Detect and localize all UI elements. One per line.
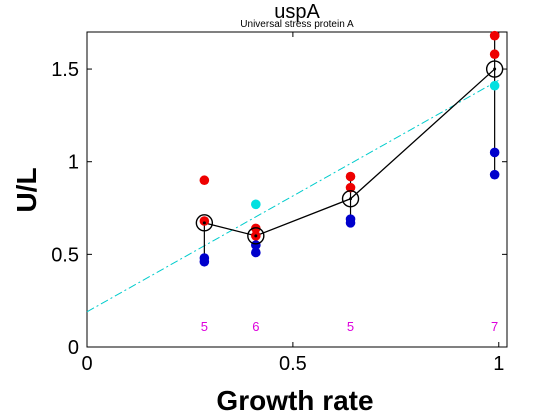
mean-marker xyxy=(247,227,265,245)
plot-area xyxy=(86,31,508,348)
blue-point xyxy=(251,240,261,250)
count-labels-layer: 5 6 5 7 xyxy=(201,319,499,334)
mean-marker xyxy=(485,60,504,78)
cyan-point xyxy=(251,199,261,210)
red-point xyxy=(489,30,500,41)
mean-line-layer xyxy=(204,68,496,237)
blue-point xyxy=(345,218,356,228)
red-point xyxy=(345,171,356,182)
chart-subtitle: Universal stress protein A xyxy=(240,19,354,30)
mean-marker xyxy=(195,214,214,232)
y-axis: 0 0.5 1 1.5 xyxy=(51,59,507,359)
count-label: 5 xyxy=(201,319,208,334)
y-tick-label: 0.5 xyxy=(51,244,79,266)
cyan-point xyxy=(489,80,500,91)
mean-marker-dot xyxy=(254,234,258,238)
x-axis: 0 0.5 1 xyxy=(81,32,504,375)
blue-point xyxy=(251,247,261,258)
mean-marker-dot xyxy=(202,221,206,225)
blue-point xyxy=(199,256,210,267)
y-tick-label: 1 xyxy=(68,152,79,174)
blue-point xyxy=(489,169,500,180)
x-tick-label: 1 xyxy=(493,353,504,375)
red-point xyxy=(199,216,210,226)
blue-point xyxy=(489,147,500,158)
count-label: 5 xyxy=(347,319,354,334)
mean-markers-layer xyxy=(195,60,504,245)
red-point xyxy=(199,175,210,186)
count-label: 7 xyxy=(491,319,498,334)
fit-line xyxy=(86,79,500,313)
mean-marker-dot xyxy=(349,197,353,201)
x-tick-label: 0 xyxy=(81,353,92,375)
red-point xyxy=(489,49,500,60)
mean-line xyxy=(204,68,496,237)
count-label: 6 xyxy=(252,319,259,334)
y-axis-label: U/L xyxy=(11,167,42,212)
x-tick-label: 0.5 xyxy=(279,353,307,375)
y-tick-label: 1.5 xyxy=(51,59,79,81)
points-layer xyxy=(199,30,500,267)
red-point xyxy=(345,182,356,193)
mean-marker-dot xyxy=(493,67,497,71)
mean-marker xyxy=(341,190,360,208)
fit-line-layer xyxy=(86,79,500,313)
chart-title: uspA xyxy=(274,1,320,23)
x-axis-label: Growth rate xyxy=(216,385,373,416)
y-tick-label: 0 xyxy=(68,337,79,359)
